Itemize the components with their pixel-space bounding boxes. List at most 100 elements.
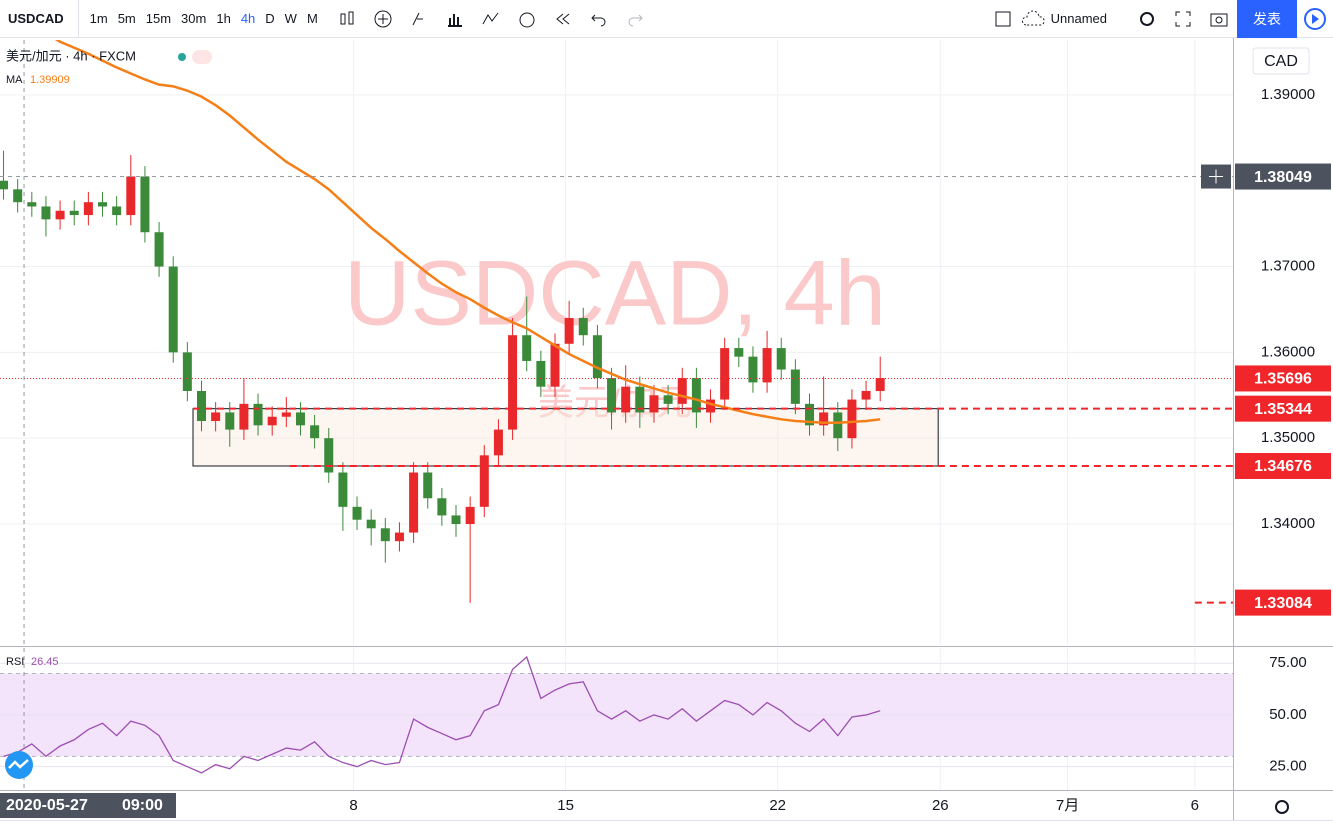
x-tick-label: 6 [1191, 797, 1199, 814]
layout-icon[interactable] [993, 9, 1013, 29]
candle-body [762, 348, 772, 383]
x-tick-label: 7月 [1056, 797, 1079, 814]
status-dot [178, 53, 186, 61]
candle-body [267, 416, 277, 426]
cloud-icon [1021, 10, 1045, 25]
interval[interactable]: W [284, 11, 297, 26]
candle-body [182, 352, 192, 391]
play-icon[interactable] [1297, 0, 1333, 38]
candle-body [338, 472, 348, 507]
indicators-icon[interactable] [409, 9, 429, 29]
y-tick-label: 1.36000 [1261, 343, 1315, 360]
candle-body [239, 403, 249, 430]
candle-body [310, 425, 320, 439]
hline-label: 1.35344 [1254, 401, 1312, 418]
interval[interactable]: 30m [181, 11, 207, 26]
candle-body [380, 528, 390, 542]
y-tick-label: 50.00 [1269, 706, 1307, 723]
candle-body [69, 210, 79, 216]
candle-body [720, 348, 730, 400]
main-pane: USDCAD, 4h美元/加元 [0, 40, 1233, 645]
candle-body [196, 390, 206, 422]
interval-list: 1m 5m 15m 30m 1h 4h D W M [79, 11, 329, 26]
candle-body [409, 472, 419, 533]
candle-body [126, 176, 136, 216]
candle-body [748, 356, 758, 383]
compare-icon[interactable] [373, 9, 393, 29]
y-tick-label: 1.34000 [1261, 515, 1315, 532]
interval[interactable]: 5m [117, 11, 136, 26]
rewind-icon[interactable] [553, 9, 573, 29]
candle-body [493, 429, 503, 456]
candle-body [522, 335, 532, 361]
candle-body [564, 318, 574, 344]
layout-name[interactable]: Unnamed [1050, 11, 1107, 26]
candle-body [607, 378, 617, 413]
publish-button[interactable]: 发表 [1237, 0, 1297, 38]
rsi-pane [0, 648, 1233, 790]
status-pill [192, 50, 212, 64]
candle-body [0, 180, 9, 190]
y-tick-label: 25.00 [1269, 758, 1307, 775]
currency-box [1252, 47, 1310, 75]
settings-gear [1275, 800, 1289, 814]
rsi-value: 26.45 [31, 656, 59, 668]
candle-body [112, 206, 122, 216]
candle-body [734, 348, 744, 357]
chart-type-icon[interactable] [337, 9, 357, 29]
interval[interactable]: D [265, 11, 275, 26]
candle-body [776, 348, 786, 370]
y-tick-label: 75.00 [1269, 654, 1307, 671]
fullscreen-icon[interactable] [1173, 9, 1193, 29]
hline-label: 1.33084 [1254, 595, 1312, 612]
x-tick-label: 8 [349, 797, 357, 814]
symbol[interactable]: USDCAD [0, 0, 79, 38]
crosshair-date: 2020-05-27 [6, 797, 88, 814]
crosshair-date-box [0, 793, 176, 818]
candle-body [98, 202, 108, 207]
ma-value: 1.39909 [30, 74, 70, 86]
undo-icon[interactable] [589, 9, 609, 29]
hline-label-box [1235, 395, 1331, 422]
redo-icon[interactable] [625, 9, 645, 29]
y-tick-label: 1.39000 [1261, 86, 1315, 103]
candle-body [663, 395, 673, 404]
crosshair-plus [1209, 169, 1223, 184]
y-tick-label: 1.35000 [1261, 429, 1315, 446]
replay-icon[interactable] [517, 9, 537, 29]
candle-body [875, 378, 885, 391]
toolbar: USDCAD 1m 5m 15m 30m 1h 4h D W M Unnamed 发表 [0, 0, 1333, 38]
candle-body [83, 202, 93, 216]
last-price-label-box [1235, 365, 1331, 392]
candle-body [621, 386, 631, 413]
candle-body [140, 176, 150, 233]
candle-body [833, 412, 843, 439]
candle-body [437, 498, 447, 516]
hline-label-box [1235, 589, 1331, 616]
candle-body [352, 506, 362, 520]
templates-icon[interactable] [445, 9, 465, 29]
settings-icon[interactable] [1137, 9, 1157, 29]
candle-body [819, 412, 829, 426]
candle-body [253, 403, 263, 426]
candle-body [677, 378, 687, 404]
interval[interactable]: 4h [240, 11, 256, 26]
hline-label: 1.34676 [1254, 458, 1312, 475]
interval[interactable]: M [306, 11, 318, 26]
rsi-line [3, 655, 881, 774]
interval[interactable]: 15m [145, 11, 172, 26]
candle-body [281, 412, 291, 417]
interval[interactable]: 1h [216, 11, 231, 26]
candle-body [691, 378, 701, 413]
interval[interactable]: 1m [89, 11, 108, 26]
snapshot-icon[interactable] [1209, 9, 1229, 29]
candle-body [649, 395, 659, 413]
candle-body [847, 399, 857, 439]
candle-body [295, 412, 305, 426]
candle-body [168, 266, 178, 353]
candle-body [211, 412, 221, 422]
watermark: USDCAD, 4h [344, 242, 886, 344]
candle-body [635, 386, 645, 413]
alert-icon[interactable] [481, 9, 501, 29]
